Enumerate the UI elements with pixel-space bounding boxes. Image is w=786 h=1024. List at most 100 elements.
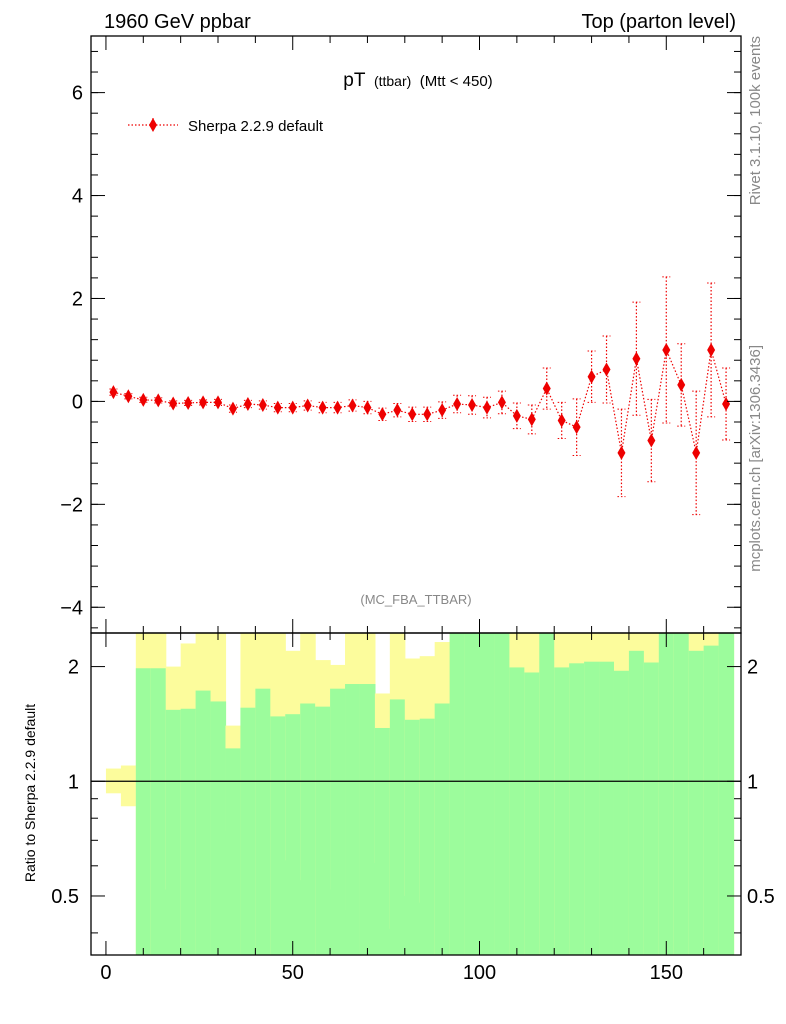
y-tick-label: 2: [72, 288, 83, 310]
x-tick-label: 0: [100, 962, 111, 984]
ratio-inner-band: [150, 668, 167, 955]
ratio-inner-band: [494, 633, 510, 955]
ratio-inner-band: [554, 667, 570, 955]
ratio-inner-band: [210, 701, 227, 955]
ratio-inner-band: [270, 716, 286, 955]
ratio-inner-band: [434, 703, 451, 955]
ratio-inner-band: [569, 663, 585, 955]
ratio-inner-band: [509, 667, 525, 955]
ratio-inner-band: [658, 633, 675, 955]
ratio-inner-band: [225, 748, 242, 955]
ratio-tick-label: 0.5: [51, 886, 79, 908]
data-point: [154, 393, 163, 408]
data-point: [393, 403, 402, 418]
ratio-inner-band: [613, 670, 630, 955]
data-point: [632, 351, 641, 366]
ratio-inner-band: [300, 703, 316, 955]
plot-title: pT (ttbar) (Mtt < 450): [343, 70, 492, 91]
y-tick-label: 6: [72, 83, 83, 105]
x-tick-label: 50: [282, 962, 304, 984]
ratio-inner-band: [345, 684, 361, 955]
ratio-inner-band: [404, 719, 421, 955]
ratio-inner-band: [718, 633, 735, 955]
ratio-inner-band: [359, 684, 376, 955]
ratio-inner-band: [240, 707, 256, 955]
rivet-version-label: Rivet 3.1.10, 100k events: [747, 36, 764, 205]
ratio-outer-band: [120, 765, 137, 807]
ratio-inner-band: [135, 668, 152, 955]
mcplots-label: mcplots.cern.ch [arXiv:1306.3436]: [747, 345, 764, 572]
data-point: [512, 408, 521, 423]
ratio-inner-band: [673, 633, 690, 955]
data-point: [408, 407, 417, 422]
main-series: [109, 276, 731, 516]
data-point: [228, 401, 237, 416]
ratio-inner-band: [643, 662, 660, 955]
ratio-inner-band: [703, 645, 720, 955]
ratio-bands: [91, 633, 741, 955]
data-point: [722, 396, 731, 411]
ratio-tick-label: 1: [68, 771, 79, 793]
ratio-inner-band: [419, 718, 436, 955]
data-point: [258, 398, 267, 413]
ratio-inner-band: [255, 688, 271, 955]
data-point: [109, 385, 118, 400]
data-point: [617, 445, 626, 460]
x-tick-label: 150: [650, 962, 683, 984]
data-point: [303, 398, 312, 413]
legend-marker: [149, 118, 157, 132]
observable-group-label: Top (parton level): [581, 11, 736, 33]
title-cond: (Mtt < 450): [420, 73, 493, 90]
ratio-tick-label: 0.5: [747, 886, 775, 908]
data-point: [527, 412, 536, 427]
data-point: [662, 342, 671, 357]
ratio-inner-band: [539, 633, 555, 955]
ratio-inner-band: [374, 727, 391, 955]
data-point: [587, 369, 596, 384]
data-point: [453, 396, 462, 411]
ratio-inner-band: [180, 708, 197, 955]
ratio-tick-label: 1: [747, 771, 758, 793]
y-tick-label: 4: [72, 186, 83, 208]
title-main: pT: [343, 70, 366, 91]
ratio-tick-label: 2: [747, 657, 758, 679]
data-point: [647, 433, 656, 448]
data-point: [214, 395, 223, 410]
ratio-inner-band: [628, 650, 645, 955]
ratio-ylabel: Ratio to Sherpa 2.2.9 default: [22, 704, 38, 882]
data-point: [572, 420, 581, 435]
ratio-frame: [90, 632, 742, 956]
energy-label: 1960 GeV ppbar: [104, 11, 251, 33]
axes: −4 −2 0 2 4 6 0 50 100 150 0.5 0.5 1 1 2 2: [51, 35, 775, 984]
y-tick-label: 0: [72, 391, 83, 413]
data-point: [124, 389, 133, 404]
data-point: [423, 407, 432, 422]
data-point: [707, 342, 716, 357]
ratio-inner-band: [315, 706, 331, 955]
analysis-watermark: (MC_FBA_TTBAR): [360, 592, 471, 607]
data-point: [363, 400, 372, 415]
ratio-inner-band: [524, 672, 540, 955]
data-point: [378, 407, 387, 422]
ratio-inner-band: [195, 690, 212, 955]
legend-label: Sherpa 2.2.9 default: [188, 118, 324, 135]
ratio-inner-band: [464, 633, 481, 955]
data-point: [602, 362, 611, 377]
x-tick-label: 100: [463, 962, 496, 984]
data-point: [468, 398, 477, 413]
data-point: [348, 398, 357, 413]
data-point: [199, 395, 208, 410]
ratio-inner-band: [389, 699, 406, 955]
ratio-inner-band: [285, 714, 301, 955]
data-point: [273, 400, 282, 415]
data-point: [243, 396, 252, 411]
data-point: [692, 445, 701, 460]
ratio-inner-band: [165, 709, 182, 955]
data-point: [139, 392, 148, 407]
data-point: [438, 403, 447, 418]
data-point: [318, 400, 327, 415]
y-tick-label: −2: [60, 494, 83, 516]
legend: Sherpa 2.2.9 default: [128, 118, 324, 135]
data-point: [482, 400, 491, 415]
